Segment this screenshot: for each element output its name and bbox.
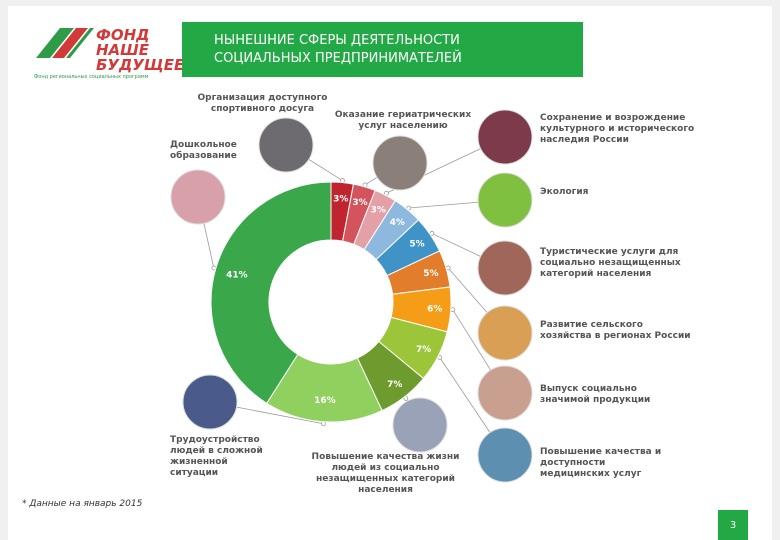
value-label: 3% bbox=[352, 198, 367, 208]
value-label: 16% bbox=[314, 396, 336, 406]
value-label: 4% bbox=[390, 218, 405, 228]
category-label: Сохранение и возрождение культурного и и… bbox=[540, 113, 695, 145]
photo bbox=[477, 305, 533, 361]
value-label: 5% bbox=[423, 269, 438, 279]
donut-segment bbox=[210, 181, 332, 405]
logo-text: БУДУЩЕЕ bbox=[96, 56, 185, 74]
value-label: 3% bbox=[371, 205, 386, 215]
category-label: Туристические услуги для социально незащ… bbox=[540, 247, 681, 279]
page-number-box bbox=[718, 510, 748, 540]
logo-text: ФОНД bbox=[96, 26, 150, 44]
category-label: Организация доступного спортивного досуг… bbox=[197, 93, 328, 114]
photo bbox=[477, 427, 533, 483]
category-label: Выпуск социально значимой продукции bbox=[540, 384, 651, 405]
header-title: НЫНЕШНИЕ СФЕРЫ ДЕЯТЕЛЬНОСТИ bbox=[214, 33, 460, 48]
header-box bbox=[182, 22, 583, 77]
category-label: Повышение качества и доступности медицин… bbox=[540, 447, 662, 479]
category-label: Повышение качества жизни людей из социал… bbox=[311, 452, 460, 495]
value-label: 3% bbox=[333, 194, 348, 204]
photo bbox=[170, 169, 226, 225]
value-label: 5% bbox=[409, 240, 424, 250]
logo-mark bbox=[36, 28, 94, 58]
category-label: Трудоустройство людей в сложной жизненно… bbox=[170, 435, 263, 478]
connector-dot bbox=[450, 307, 456, 313]
slide: ФОНД НАШЕ БУДУЩЕЕ Фонд региональных соци… bbox=[8, 6, 772, 540]
category-label: Дошкольное образование bbox=[170, 140, 237, 161]
photo bbox=[477, 109, 533, 165]
photo bbox=[392, 397, 448, 453]
footnote: * Данные на январь 2015 bbox=[22, 499, 143, 509]
category-label: Развитие сельского хозяйства в регионах … bbox=[540, 320, 691, 341]
logo-text: НАШЕ bbox=[96, 41, 150, 59]
value-label: 7% bbox=[416, 345, 431, 355]
photo bbox=[182, 374, 238, 430]
photo bbox=[477, 240, 533, 296]
category-label: Экология bbox=[540, 187, 589, 197]
value-label: 6% bbox=[427, 305, 442, 315]
page-number: 3 bbox=[730, 520, 736, 531]
category-label: Оказание гериатрических услуг населению bbox=[334, 110, 472, 131]
photo bbox=[258, 117, 314, 173]
value-label: 7% bbox=[387, 380, 402, 390]
logo-subtitle: Фонд региональных социальных программ bbox=[34, 74, 149, 80]
photo bbox=[477, 365, 533, 421]
photo bbox=[372, 135, 428, 191]
photo bbox=[477, 172, 533, 228]
header-title: СОЦИАЛЬНЫХ ПРЕДПРИНИМАТЕЛЕЙ bbox=[214, 50, 462, 66]
connector-dot bbox=[320, 421, 326, 427]
chart: ФОНД НАШЕ БУДУЩЕЕ Фонд региональных соци… bbox=[22, 22, 748, 540]
value-label: 41% bbox=[226, 271, 248, 281]
